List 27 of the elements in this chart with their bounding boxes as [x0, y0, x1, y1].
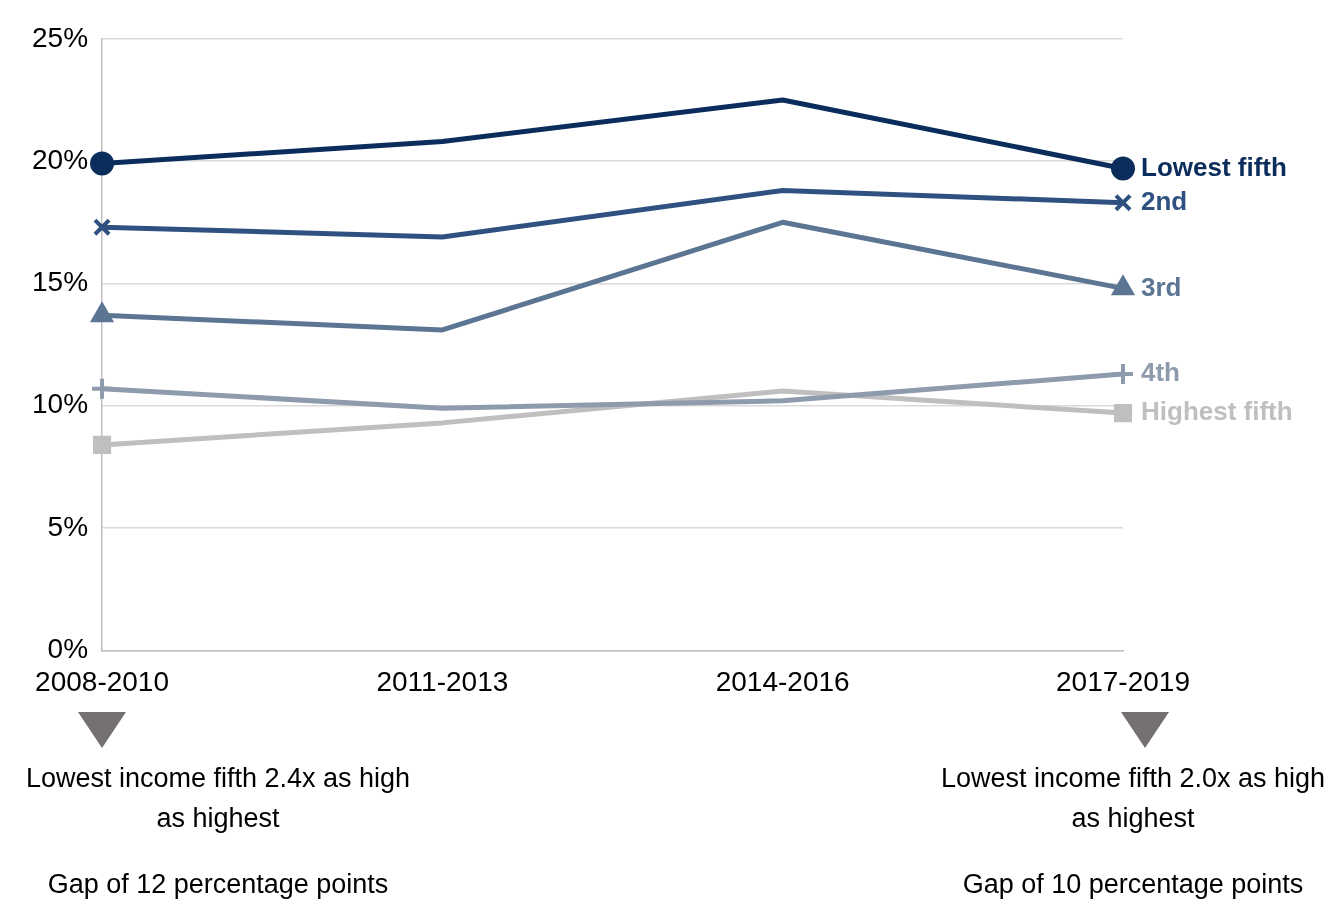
series-label: 2nd [1141, 185, 1188, 216]
series-label: Highest fifth [1141, 396, 1293, 427]
x-tick-label: 2014-2016 [715, 665, 850, 697]
point [90, 376, 115, 401]
x-tick-label: 2017-2019 [1056, 665, 1190, 697]
point [92, 435, 112, 454]
point [1113, 404, 1133, 423]
y-tick-label: 5% [47, 510, 89, 542]
y-tick-label: 20% [31, 143, 89, 175]
series-label: 3rd [1141, 271, 1182, 302]
y-tick-label: 15% [31, 266, 89, 298]
text: Gap of 12 percentage points [46, 868, 390, 899]
x-tick-label: 2011-2013 [376, 665, 509, 697]
x-tick-label: 2008-2010 [35, 665, 169, 697]
point [1113, 193, 1133, 212]
y-tick-label: 25% [31, 21, 89, 53]
point [90, 151, 115, 176]
text: Lowest income fifth 2.0x as high as highest [939, 762, 1327, 835]
text: Gap of 10 percentage points [961, 868, 1305, 899]
y-tick-label: 10% [31, 388, 89, 420]
point [1111, 361, 1135, 386]
point [1111, 156, 1135, 181]
series-label: Lowest fifth [1141, 151, 1287, 182]
series-label: 4th [1141, 357, 1180, 388]
point [92, 218, 112, 237]
text: Lowest income fifth 2.4x as high as highest [24, 762, 412, 835]
y-tick-label: 0% [47, 633, 89, 665]
